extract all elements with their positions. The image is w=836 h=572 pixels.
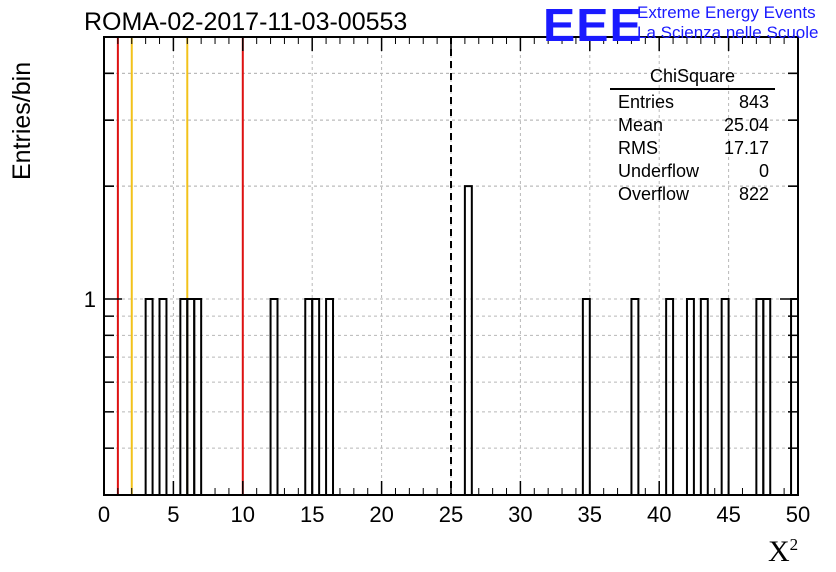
tick-labels: 0 5 10 15 20 25 30 35 40 45 50 1 xyxy=(84,287,810,527)
stats-label: Entries xyxy=(618,92,675,112)
histogram-bin xyxy=(762,298,772,495)
histogram-bin xyxy=(311,298,321,495)
reference-lines xyxy=(116,37,452,495)
x-tick-label: 5 xyxy=(167,502,179,527)
logo-line-2: La Scienza nelle Scuole xyxy=(637,23,819,42)
y-tick-label: 1 xyxy=(84,287,96,312)
x-tick-label: 35 xyxy=(578,502,602,527)
histogram-bin xyxy=(665,298,675,495)
x-tick-label: 15 xyxy=(300,502,324,527)
x-axis-label: X2 xyxy=(768,535,798,569)
x-tick-label: 0 xyxy=(98,502,110,527)
histogram-bin xyxy=(325,298,335,495)
stats-value: 822 xyxy=(738,184,769,204)
logo-caption: Extreme Energy Events La Scienza nelle S… xyxy=(637,3,818,43)
stats-row-rms: RMS 17.17 xyxy=(610,137,775,160)
logo-line-1: Extreme Energy Events xyxy=(637,3,816,22)
axis-ticks xyxy=(103,36,799,496)
histogram-bin xyxy=(144,298,154,495)
x-tick-label: 45 xyxy=(716,502,740,527)
histogram-bin xyxy=(269,298,279,495)
stats-label: Underflow xyxy=(618,161,700,181)
histogram-bin xyxy=(581,298,591,495)
stats-label: Mean xyxy=(618,115,664,135)
histogram-bin xyxy=(304,298,314,495)
x-tick-label: 25 xyxy=(439,502,463,527)
x-tick-label: 20 xyxy=(369,502,393,527)
histogram-bin xyxy=(790,298,799,495)
histogram-bin xyxy=(755,298,765,495)
stats-value: 0 xyxy=(758,161,769,181)
histogram-bin xyxy=(630,298,640,495)
stats-label: RMS xyxy=(618,138,658,158)
histogram-bin xyxy=(186,298,196,495)
x-tick-label: 30 xyxy=(508,502,532,527)
stats-title: ChiSquare xyxy=(610,66,775,90)
x-tick-label: 10 xyxy=(231,502,255,527)
stats-box: ChiSquare Entries 843 Mean 25.04 RMS 17.… xyxy=(610,66,775,206)
x-tick-label: 50 xyxy=(786,502,810,527)
histogram-bin xyxy=(699,298,709,495)
histogram-bin xyxy=(158,298,168,495)
stats-value: 17.17 xyxy=(723,138,769,158)
stats-row-entries: Entries 843 xyxy=(610,91,775,114)
x-axis-label-base: X xyxy=(768,535,790,568)
eee-logo: EEE xyxy=(543,0,643,51)
stats-value: 843 xyxy=(738,92,769,112)
chart-title: ROMA-02-2017-11-03-00553 xyxy=(84,8,408,36)
histogram-bin xyxy=(179,298,189,495)
stats-row-underflow: Underflow 0 xyxy=(610,160,775,183)
histogram-bin xyxy=(193,298,203,495)
x-tick-label: 40 xyxy=(647,502,671,527)
histogram-bin xyxy=(720,298,730,495)
stats-value: 25.04 xyxy=(723,115,769,135)
grid-layer xyxy=(104,36,798,496)
stats-row-overflow: Overflow 822 xyxy=(610,183,775,206)
histogram-bin xyxy=(685,298,695,495)
stats-row-mean: Mean 25.04 xyxy=(610,114,775,137)
x-axis-label-sup: 2 xyxy=(789,535,799,554)
histogram-outline xyxy=(144,185,799,495)
histogram-bin xyxy=(463,185,473,495)
stats-label: Overflow xyxy=(618,184,690,204)
y-axis-label: Entries/bin xyxy=(8,61,36,180)
